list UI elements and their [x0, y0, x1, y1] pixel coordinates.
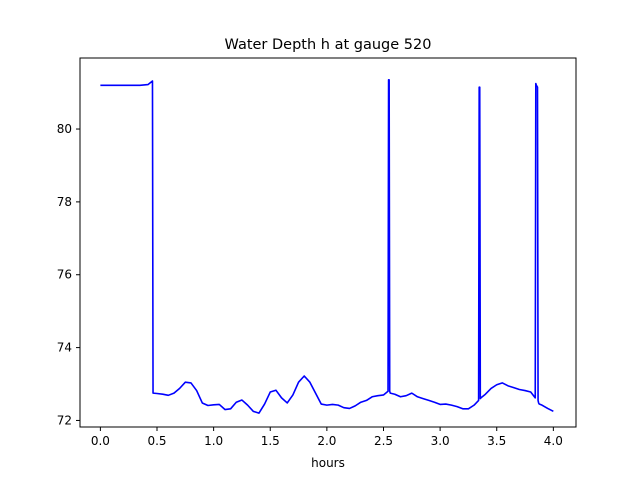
- x-tick-label: 0.5: [147, 434, 166, 448]
- chart-title: Water Depth h at gauge 520: [225, 37, 432, 53]
- y-tick-label: 78: [57, 195, 72, 209]
- x-tick-label: 2.5: [374, 434, 393, 448]
- axes-frame: [79, 57, 577, 428]
- x-tick-label: 4.0: [544, 434, 563, 448]
- x-tick-label: 1.5: [261, 434, 280, 448]
- plot-area: [100, 79, 554, 414]
- series-line-0: [100, 79, 554, 414]
- axes: 0.0 0.5 1.0 1.5 2.0 2.5 3.0 3.5 4.0 72 74 76 78 80: [57, 57, 577, 448]
- x-tick-label: 1.0: [204, 434, 223, 448]
- y-tick-label: 74: [57, 341, 72, 355]
- y-tick-label: 72: [57, 413, 72, 427]
- y-tick-label: 76: [57, 268, 72, 282]
- x-tick-label: 3.5: [487, 434, 506, 448]
- x-tick-label: 0.0: [91, 434, 110, 448]
- x-tick-label: 3.0: [431, 434, 450, 448]
- x-tick-label: 2.0: [317, 434, 336, 448]
- y-tick-label: 80: [57, 122, 72, 136]
- x-axis-label: hours: [311, 456, 345, 470]
